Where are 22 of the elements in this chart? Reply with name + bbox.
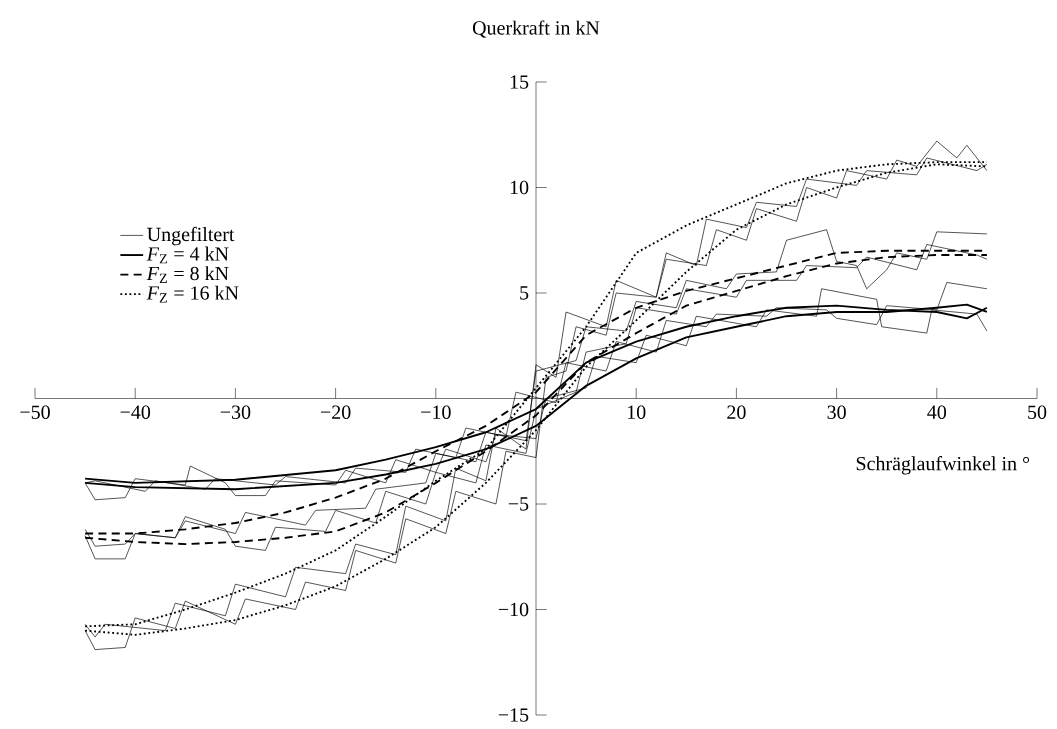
x-tick-label: −20 (320, 405, 351, 419)
x-tick-label: −40 (120, 405, 151, 419)
y-tick-label: 15 (510, 75, 529, 89)
legend-label: Ungefiltert (147, 226, 235, 246)
y-axis-title: Querkraft in kN (472, 20, 600, 38)
y-tick-label: −15 (498, 708, 529, 722)
legend-label: F$_{Z}$ = 8 kN (146, 266, 229, 283)
x-tick-label: 20 (727, 405, 746, 419)
y-tick-label: 5 (520, 286, 529, 300)
legend-label: F$_{Z}$ = 4 kN (146, 246, 229, 264)
x-tick-label: 10 (627, 405, 646, 419)
x-tick-label: −10 (421, 405, 451, 419)
y-tick-label: −5 (508, 497, 529, 511)
x-tick-label: 50 (1028, 405, 1047, 419)
x-tick-label: −50 (20, 405, 50, 419)
x-axis-title: Schräglaufwinkel in ° (856, 456, 1030, 475)
x-tick-label: −30 (220, 405, 251, 419)
x-tick-label: 40 (927, 405, 947, 419)
y-tick-label: 10 (510, 180, 529, 195)
x-tick-label: 30 (827, 405, 846, 419)
legend-label: F$_{Z}$ = 16 kN (146, 285, 239, 303)
y-tick-label: −10 (498, 602, 529, 617)
